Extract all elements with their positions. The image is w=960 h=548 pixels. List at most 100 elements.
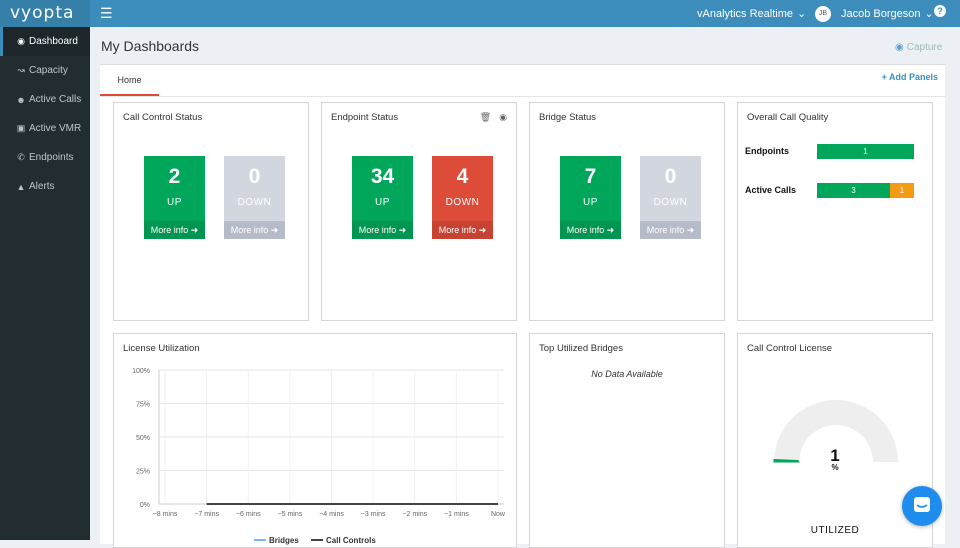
card-title: Overall Call Quality (747, 112, 829, 123)
camera-icon[interactable]: ◉ (499, 112, 507, 122)
more-info-label: More info (150, 225, 189, 235)
users-icon: ☻ (16, 94, 26, 105)
x-tick-label: −4 mins (319, 511, 344, 518)
down-tile: 0 DOWN More info ➜ (224, 156, 285, 239)
more-info-label: More info (230, 225, 269, 235)
legend-label: Bridges (269, 536, 299, 545)
down-label: DOWN (653, 197, 688, 208)
endpoints-quality-bar[interactable]: 1 (817, 144, 914, 159)
up-label: UP (583, 197, 598, 208)
license-gauge (773, 400, 898, 463)
arrow-circle-right-icon: ➜ (686, 225, 695, 235)
up-count: 34 (370, 165, 395, 188)
add-panels-button[interactable]: + Add Panels (881, 72, 938, 82)
video-room-icon: ▣ (16, 123, 26, 133)
chat-icon (914, 497, 930, 512)
more-info-label: More info (566, 225, 605, 235)
x-tick-label: −6 mins (236, 511, 261, 518)
y-tick-label: 0% (140, 502, 150, 509)
sidebar-item-dashboard[interactable]: ◉ Dashboard (0, 27, 90, 56)
realtime-dropdown[interactable]: vAnalytics Realtime ⌄ (697, 0, 806, 27)
gauge-fill (773, 458, 801, 463)
sidebar-item-active-vmr[interactable]: ▣ Active VMR (0, 114, 90, 143)
arrow-circle-right-icon: ➜ (606, 225, 615, 235)
tab-home[interactable]: Home (100, 65, 159, 96)
fair-segment: 1 (890, 183, 914, 198)
realtime-label: vAnalytics Realtime (697, 7, 793, 20)
more-info-label: More info (358, 225, 397, 235)
gauge-label: UTILIZED (810, 525, 860, 536)
call-control-license-card: Call Control License 1 % UTILIZED (737, 333, 933, 548)
x-tick-label: −2 mins (402, 511, 427, 518)
more-info-link[interactable]: More info ➜ (352, 221, 413, 239)
no-data-message: No Data Available (591, 369, 663, 379)
x-tick-label: Now (491, 511, 506, 518)
more-info-label: More info (438, 225, 477, 235)
avatar: JB (815, 5, 831, 22)
up-tile: 2 UP More info ➜ (144, 156, 205, 239)
endpoint-status-card: Endpoint Status 🗑 ◉ 34 UP More info ➜ 4 … (321, 102, 517, 321)
sidebar-item-capacity[interactable]: ↝ Capacity (0, 56, 90, 85)
card-title: Call Control License (747, 343, 833, 354)
down-tile: 0 DOWN More info ➜ (640, 156, 701, 239)
card-title: Endpoint Status (331, 112, 399, 123)
sidebar-item-alerts[interactable]: ▲ Alerts (0, 172, 90, 201)
sidebar-item-label: Endpoints (29, 152, 74, 163)
down-count: 0 (664, 165, 677, 188)
sidebar-item-endpoints[interactable]: ✆ Endpoints (0, 143, 90, 172)
sidebar-item-label: Active VMR (29, 123, 82, 134)
top-navbar: vyopta ☰ vAnalytics Realtime ⌄ JB Jacob … (0, 0, 960, 27)
more-info-link[interactable]: More info ➜ (224, 221, 285, 239)
warning-icon: ▲ (16, 181, 26, 192)
line-chart-icon: ↝ (17, 65, 25, 75)
call-control-status-card: Call Control Status 2 UP More info ➜ 0 D… (113, 102, 309, 321)
active-calls-quality-bar[interactable]: 3 1 (817, 183, 914, 198)
user-menu[interactable]: JB Jacob Borgeson ⌄ (815, 0, 934, 27)
card-title: Call Control Status (123, 112, 203, 123)
sidebar-item-label: Capacity (29, 65, 68, 76)
good-segment: 3 (817, 183, 890, 198)
y-tick-label: 50% (136, 435, 150, 442)
sidebar-item-active-calls[interactable]: ☻ Active Calls (0, 85, 90, 114)
capture-label: Capture (906, 42, 943, 53)
trash-icon[interactable]: 🗑 (479, 112, 492, 122)
hamburger-menu-icon[interactable]: ☰ (100, 5, 113, 21)
legend-label: Call Controls (326, 536, 376, 545)
more-info-link[interactable]: More info ➜ (560, 221, 621, 239)
down-count: 0 (248, 165, 261, 188)
capture-button[interactable]: ◉ Capture (895, 42, 942, 53)
card-title: Bridge Status (539, 112, 597, 123)
gauge-unit: % (831, 463, 839, 472)
user-name: Jacob Borgeson (841, 7, 921, 20)
more-info-link[interactable]: More info ➜ (432, 221, 493, 239)
gauge-track (774, 400, 898, 462)
dashboard-panel: Home + Add Panels Call Control Status 2 … (100, 64, 945, 548)
up-tile: 34 UP More info ➜ (352, 156, 413, 239)
dashboard-icon: ◉ (17, 36, 25, 46)
down-tile: 4 DOWN More info ➜ (432, 156, 493, 239)
top-bridges-card: Top Utilized Bridges No Data Available (529, 333, 725, 548)
vyopta-logo[interactable]: vyopta (0, 0, 90, 27)
y-tick-label: 25% (136, 469, 150, 476)
bridge-status-card: Bridge Status 7 UP More info ➜ 0 DOWN Mo… (529, 102, 725, 321)
license-utilization-card: License Utilization 0% 25% 50% 75% 100% −8 mi… (113, 333, 517, 548)
x-tick-label: −1 mins (444, 511, 469, 518)
chevron-down-icon: ⌄ (924, 8, 934, 20)
up-tile: 7 UP More info ➜ (560, 156, 621, 239)
tab-divider (100, 96, 945, 97)
x-tick-label: −3 mins (361, 511, 386, 518)
more-info-link[interactable]: More info ➜ (640, 221, 701, 239)
gauge-value: 1 (830, 446, 840, 465)
more-info-label: More info (646, 225, 685, 235)
card-title: Top Utilized Bridges (539, 343, 623, 354)
sidebar: ◉ Dashboard ↝ Capacity ☻ Active Calls ▣ … (0, 27, 90, 540)
help-icon[interactable]: ? (934, 5, 946, 17)
chat-launcher-button[interactable] (902, 486, 942, 526)
up-label: UP (375, 197, 390, 208)
y-tick-label: 100% (132, 368, 150, 375)
down-label: DOWN (237, 197, 272, 208)
more-info-link[interactable]: More info ➜ (144, 221, 205, 239)
x-tick-label: −7 mins (194, 511, 219, 518)
y-tick-label: 75% (136, 402, 150, 409)
call-quality-card: Overall Call Quality Endpoints 1 Active … (737, 102, 933, 321)
